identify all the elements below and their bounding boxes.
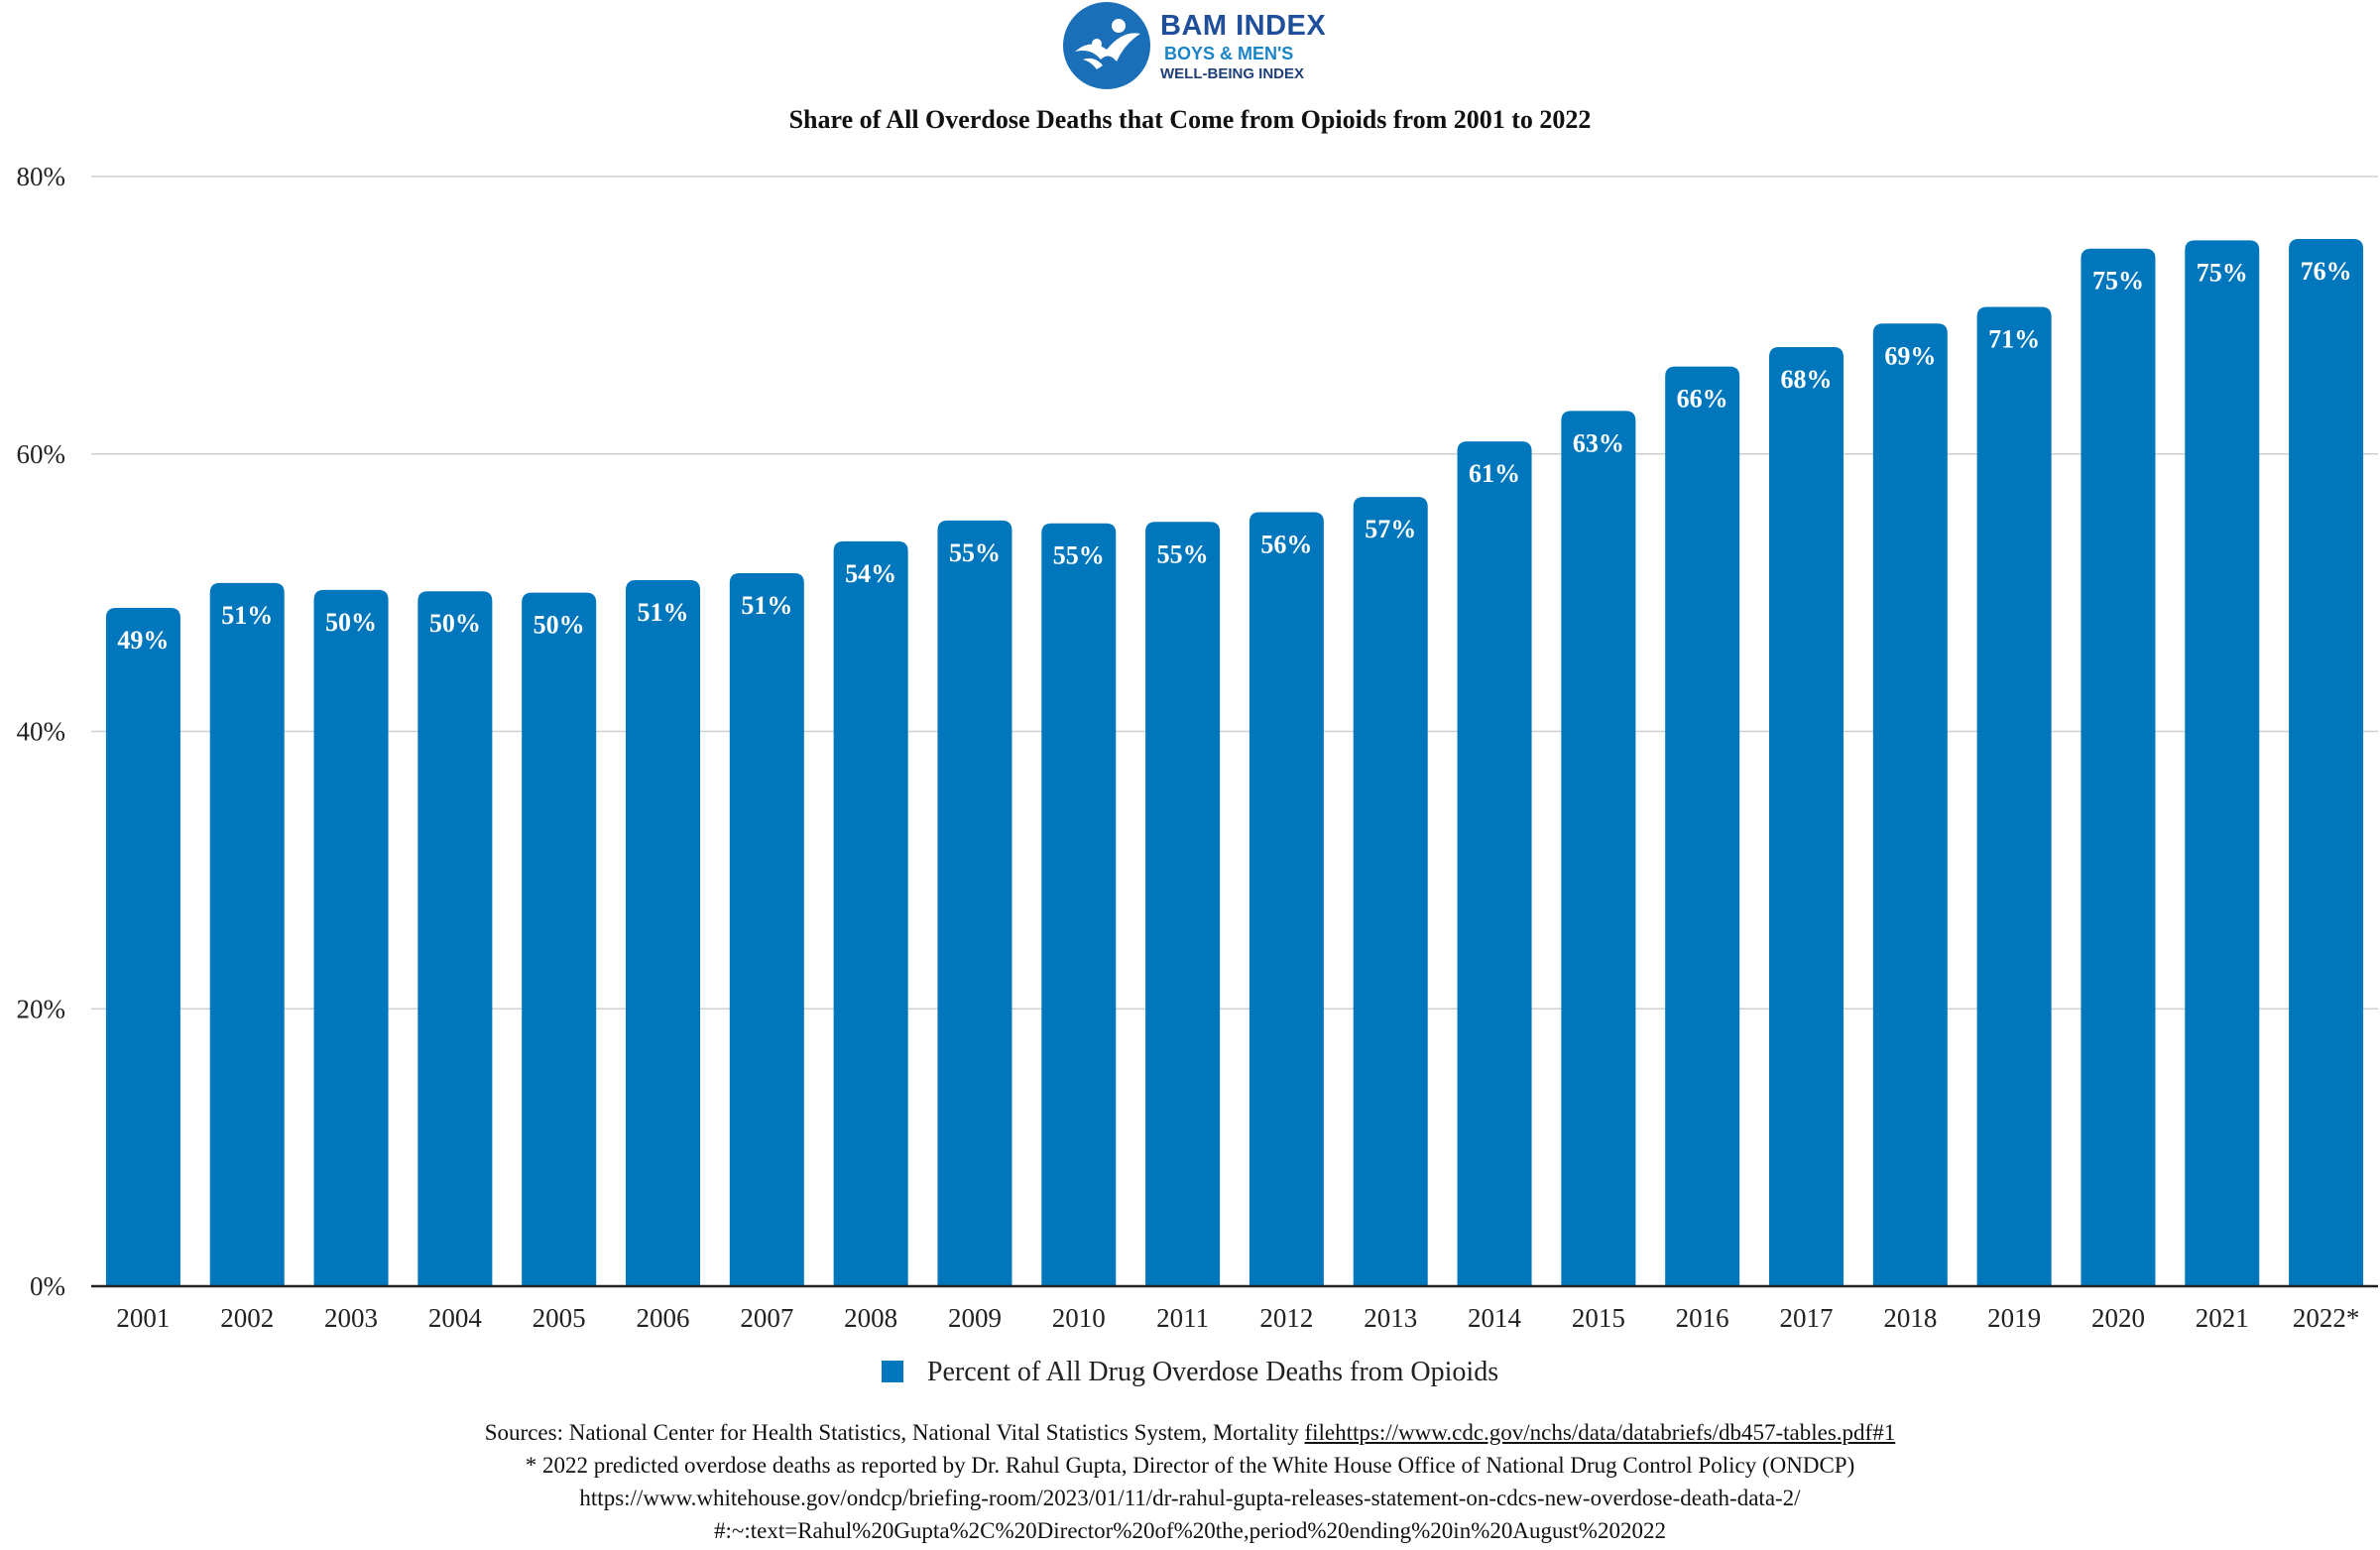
x-tick-label: 2014 bbox=[1468, 1303, 1522, 1333]
whitehouse-url-line: https://www.whitehouse.gov/ondcp/briefin… bbox=[0, 1482, 2380, 1514]
x-tick-label: 2018 bbox=[1883, 1303, 1937, 1333]
x-tick-label: 2019 bbox=[1987, 1303, 2041, 1333]
data-label: 71% bbox=[1988, 324, 2040, 353]
bar-chart: 0% 20% 40% 60% 80% 49% 2001 51% 2002 50% 2003 50% 20… bbox=[0, 0, 2380, 1550]
bar-2016 bbox=[1665, 367, 1739, 1286]
data-label: 56% bbox=[1260, 530, 1312, 558]
data-label: 51% bbox=[741, 591, 792, 620]
data-label: 61% bbox=[1469, 459, 1520, 488]
x-tick-label: 2021 bbox=[2196, 1303, 2249, 1333]
y-tick-label: 20% bbox=[17, 994, 66, 1023]
x-tick-label: 2016 bbox=[1676, 1303, 1729, 1333]
x-tick-label: 2009 bbox=[948, 1303, 1002, 1333]
source-link[interactable]: filehttps://www.cdc.gov/nchs/data/databr… bbox=[1304, 1420, 1895, 1445]
bar-2005 bbox=[522, 593, 596, 1286]
x-tick-label: 2002 bbox=[220, 1303, 274, 1333]
data-label: 57% bbox=[1365, 515, 1416, 543]
bar-2015 bbox=[1561, 411, 1635, 1286]
bar-2001 bbox=[106, 608, 180, 1286]
x-tick-label: 2013 bbox=[1364, 1303, 1417, 1333]
bar-2022* bbox=[2289, 239, 2363, 1286]
legend-swatch bbox=[882, 1361, 903, 1382]
data-label: 55% bbox=[1053, 541, 1105, 570]
bar-2019 bbox=[1977, 306, 2052, 1286]
x-tick-label: 2004 bbox=[428, 1303, 483, 1333]
bar-2011 bbox=[1145, 522, 1220, 1286]
x-tick-label: 2005 bbox=[533, 1303, 586, 1333]
x-tick-label: 2011 bbox=[1156, 1303, 1209, 1333]
x-tick-label: 2017 bbox=[1780, 1303, 1834, 1333]
whitehouse-url-fragment-line: #:~:text=Rahul%20Gupta%2C%20Director%20o… bbox=[0, 1514, 2380, 1547]
bar-2021 bbox=[2185, 240, 2259, 1286]
bar-2012 bbox=[1250, 512, 1324, 1286]
x-tick-label: 2012 bbox=[1259, 1303, 1313, 1333]
data-label: 55% bbox=[1157, 539, 1209, 568]
data-label: 75% bbox=[2197, 258, 2248, 287]
data-label: 54% bbox=[845, 559, 896, 588]
data-label: 50% bbox=[429, 609, 481, 638]
x-tick-label: 2006 bbox=[637, 1303, 690, 1333]
data-label: 50% bbox=[325, 608, 377, 637]
bar-2003 bbox=[314, 590, 389, 1286]
y-tick-label: 80% bbox=[17, 162, 66, 191]
source-line-1: Sources: National Center for Health Stat… bbox=[0, 1416, 2380, 1449]
source-prefix: Sources: National Center for Health Stat… bbox=[485, 1420, 1305, 1445]
bar-2017 bbox=[1769, 347, 1844, 1286]
data-label: 49% bbox=[117, 626, 169, 655]
bar-2002 bbox=[210, 583, 285, 1286]
data-label: 51% bbox=[221, 601, 273, 630]
chart-legend: Percent of All Drug Overdose Deaths from… bbox=[0, 1357, 2380, 1388]
x-tick-label: 2003 bbox=[324, 1303, 378, 1333]
bar-2009 bbox=[937, 521, 1012, 1286]
y-tick-label: 60% bbox=[17, 439, 66, 469]
data-label: 66% bbox=[1677, 385, 1728, 414]
x-tick-label: 2001 bbox=[116, 1303, 170, 1333]
data-label: 55% bbox=[949, 538, 1001, 567]
data-label: 51% bbox=[638, 598, 689, 627]
data-label: 69% bbox=[1884, 341, 1936, 370]
bar-2013 bbox=[1354, 497, 1428, 1286]
x-tick-label: 2020 bbox=[2091, 1303, 2145, 1333]
bar-2014 bbox=[1458, 441, 1532, 1286]
x-tick-label: 2022* bbox=[2293, 1303, 2360, 1333]
bar-2010 bbox=[1041, 524, 1116, 1286]
data-label: 50% bbox=[534, 611, 585, 640]
bar-2020 bbox=[2081, 249, 2155, 1286]
bar-2018 bbox=[1873, 323, 1948, 1286]
x-tick-label: 2007 bbox=[740, 1303, 793, 1333]
x-tick-label: 2015 bbox=[1572, 1303, 1625, 1333]
y-tick-label: 0% bbox=[30, 1271, 65, 1301]
source-notes: Sources: National Center for Health Stat… bbox=[0, 1416, 2380, 1547]
data-label: 68% bbox=[1781, 365, 1833, 394]
y-tick-label: 40% bbox=[17, 717, 66, 747]
bar-2004 bbox=[417, 591, 492, 1286]
data-label: 75% bbox=[2092, 267, 2144, 296]
footnote-line: * 2022 predicted overdose deaths as repo… bbox=[0, 1449, 2380, 1482]
bar-2008 bbox=[834, 541, 908, 1286]
data-label: 63% bbox=[1573, 428, 1624, 457]
bar-2007 bbox=[730, 573, 804, 1286]
bar-2006 bbox=[626, 580, 700, 1286]
x-tick-label: 2008 bbox=[844, 1303, 897, 1333]
legend-label: Percent of All Drug Overdose Deaths from… bbox=[927, 1357, 1498, 1387]
x-tick-label: 2010 bbox=[1052, 1303, 1106, 1333]
data-label: 76% bbox=[2301, 257, 2352, 286]
